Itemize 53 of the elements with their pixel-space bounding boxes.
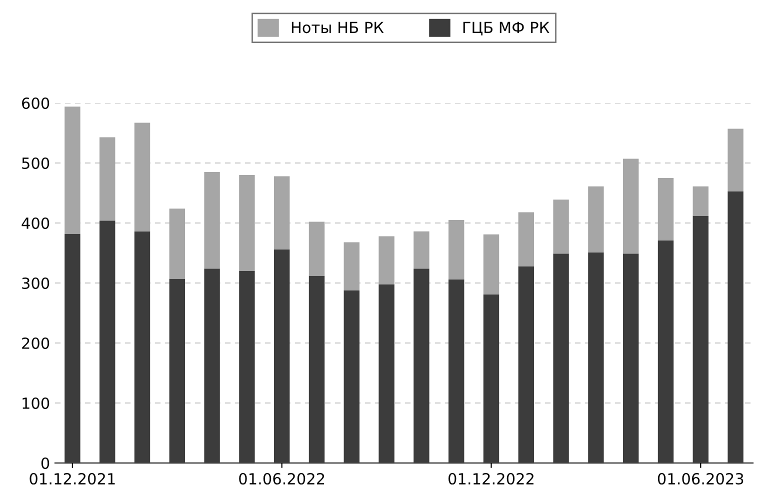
- bar: [64, 234, 80, 463]
- legend-label: Ноты НБ РК: [292, 22, 384, 34]
- bar: [448, 279, 464, 463]
- bar: [728, 191, 744, 463]
- bar: [692, 186, 708, 216]
- bar: [378, 284, 394, 463]
- bar: [99, 137, 116, 221]
- bar: [169, 208, 185, 279]
- bar: [274, 249, 290, 463]
- y-tick-label: 400: [22, 217, 50, 230]
- bar: [448, 220, 464, 280]
- bar: [344, 242, 360, 290]
- bar: [134, 231, 150, 463]
- y-tick-label: 0: [41, 457, 50, 470]
- x-tick-label: 01.12.2022: [448, 472, 534, 485]
- y-tick-label: 200: [22, 337, 50, 350]
- bar: [622, 158, 639, 254]
- bar: [414, 231, 430, 269]
- x-tick-label: 01.06.2022: [239, 472, 324, 485]
- y-tick-label: 500: [22, 157, 50, 170]
- bar: [204, 268, 220, 463]
- bar: [378, 236, 394, 284]
- bar: [204, 172, 220, 269]
- bar: [553, 254, 569, 463]
- bar: [483, 294, 500, 463]
- y-tick-label: 300: [22, 277, 50, 290]
- x-tick-label: 01.12.2021: [30, 472, 115, 485]
- bar: [169, 278, 185, 463]
- bar: [483, 234, 500, 294]
- bar: [239, 175, 255, 271]
- bar: [344, 290, 360, 463]
- bar: [239, 271, 255, 463]
- bar: [64, 106, 80, 234]
- bar: [308, 276, 325, 463]
- bar: [622, 254, 639, 463]
- y-tick-label: 600: [22, 97, 50, 110]
- bar: [588, 252, 604, 463]
- x-tick-label: 01.06.2023: [658, 472, 744, 485]
- bar: [692, 216, 708, 463]
- bar: [274, 176, 290, 250]
- bar: [308, 222, 325, 276]
- bar: [134, 122, 150, 232]
- bar: [99, 220, 116, 463]
- bar: [414, 268, 430, 463]
- bar: [658, 178, 674, 240]
- y-tick-label: 100: [22, 397, 50, 410]
- bar: [553, 200, 569, 254]
- bar: [658, 240, 674, 463]
- bar: [728, 128, 744, 192]
- bar: [518, 212, 534, 266]
- bar: [588, 186, 604, 252]
- bar: [518, 266, 534, 463]
- legend-label: ГЦБ МФ РК: [463, 22, 550, 36]
